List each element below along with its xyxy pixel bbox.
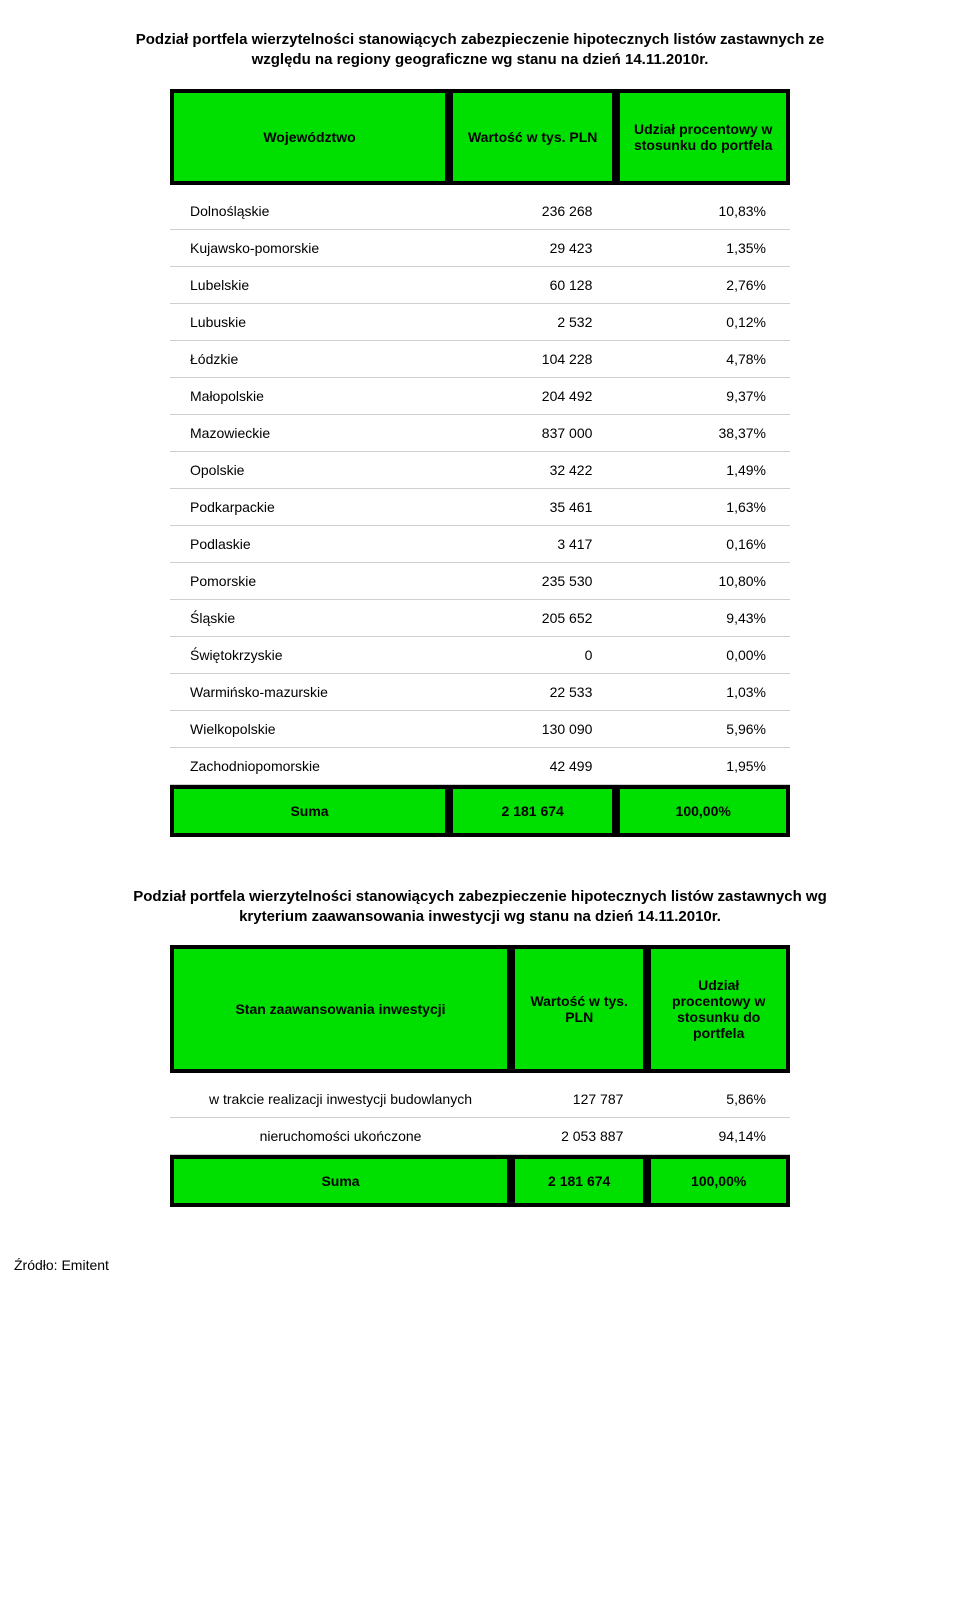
table2-header-stan: Stan zaawansowania inwestycji bbox=[170, 945, 511, 1073]
row-pct: 9,37% bbox=[616, 378, 790, 415]
table-row: Opolskie32 4221,49% bbox=[170, 452, 790, 489]
table-row: Podkarpackie35 4611,63% bbox=[170, 489, 790, 526]
row-pct: 0,16% bbox=[616, 526, 790, 563]
row-label: Zachodniopomorskie bbox=[170, 748, 449, 785]
row-label: Mazowieckie bbox=[170, 415, 449, 452]
table-row: Pomorskie235 53010,80% bbox=[170, 563, 790, 600]
row-pct: 1,03% bbox=[616, 674, 790, 711]
table1-title: Podział portfela wierzytelności stanowią… bbox=[120, 30, 840, 71]
table2-footer-row: Suma 2 181 674 100,00% bbox=[170, 1155, 790, 1207]
row-value: 2 053 887 bbox=[511, 1118, 647, 1155]
row-pct: 0,00% bbox=[616, 637, 790, 674]
table1-header-udzial: Udział procentowy w stosunku do portfela bbox=[616, 89, 790, 185]
table1-footer-label: Suma bbox=[170, 785, 449, 837]
row-value: 205 652 bbox=[449, 600, 616, 637]
row-pct: 1,95% bbox=[616, 748, 790, 785]
table-row: Lubuskie2 5320,12% bbox=[170, 304, 790, 341]
row-value: 32 422 bbox=[449, 452, 616, 489]
row-label: Warmińsko-mazurskie bbox=[170, 674, 449, 711]
table-row: nieruchomości ukończone2 053 88794,14% bbox=[170, 1118, 790, 1155]
row-label: w trakcie realizacji inwestycji budowlan… bbox=[170, 1073, 511, 1118]
table-row: Kujawsko-pomorskie29 4231,35% bbox=[170, 230, 790, 267]
table1-footer-row: Suma 2 181 674 100,00% bbox=[170, 785, 790, 837]
row-label: Kujawsko-pomorskie bbox=[170, 230, 449, 267]
table2: Stan zaawansowania inwestycji Wartość w … bbox=[170, 945, 790, 1207]
row-pct: 1,49% bbox=[616, 452, 790, 489]
row-label: Opolskie bbox=[170, 452, 449, 489]
table2-footer-pct: 100,00% bbox=[647, 1155, 790, 1207]
table-row: Świętokrzyskie00,00% bbox=[170, 637, 790, 674]
row-value: 42 499 bbox=[449, 748, 616, 785]
table2-footer-value: 2 181 674 bbox=[511, 1155, 647, 1207]
table1-header-wartosc: Wartość w tys. PLN bbox=[449, 89, 616, 185]
table2-footer-label: Suma bbox=[170, 1155, 511, 1207]
row-pct: 4,78% bbox=[616, 341, 790, 378]
row-pct: 5,86% bbox=[647, 1073, 790, 1118]
row-pct: 1,63% bbox=[616, 489, 790, 526]
table1-header-wojewodztwo: Województwo bbox=[170, 89, 449, 185]
row-pct: 10,80% bbox=[616, 563, 790, 600]
table-row: w trakcie realizacji inwestycji budowlan… bbox=[170, 1073, 790, 1118]
row-label: nieruchomości ukończone bbox=[170, 1118, 511, 1155]
table1-footer-pct: 100,00% bbox=[616, 785, 790, 837]
table-row: Małopolskie204 4929,37% bbox=[170, 378, 790, 415]
table-row: Śląskie205 6529,43% bbox=[170, 600, 790, 637]
row-value: 35 461 bbox=[449, 489, 616, 526]
row-value: 22 533 bbox=[449, 674, 616, 711]
row-label: Świętokrzyskie bbox=[170, 637, 449, 674]
row-pct: 38,37% bbox=[616, 415, 790, 452]
row-label: Śląskie bbox=[170, 600, 449, 637]
row-label: Dolnośląskie bbox=[170, 185, 449, 230]
row-label: Lubelskie bbox=[170, 267, 449, 304]
row-value: 2 532 bbox=[449, 304, 616, 341]
row-pct: 0,12% bbox=[616, 304, 790, 341]
row-pct: 5,96% bbox=[616, 711, 790, 748]
table2-title: Podział portfela wierzytelności stanowią… bbox=[120, 887, 840, 928]
table-row: Warmińsko-mazurskie22 5331,03% bbox=[170, 674, 790, 711]
table-row: Zachodniopomorskie42 4991,95% bbox=[170, 748, 790, 785]
source-label: Źródło: Emitent bbox=[0, 1257, 960, 1273]
row-pct: 9,43% bbox=[616, 600, 790, 637]
table-row: Wielkopolskie130 0905,96% bbox=[170, 711, 790, 748]
table-row: Łódzkie104 2284,78% bbox=[170, 341, 790, 378]
row-value: 236 268 bbox=[449, 185, 616, 230]
table2-header-row: Stan zaawansowania inwestycji Wartość w … bbox=[170, 945, 790, 1073]
table-row: Mazowieckie837 00038,37% bbox=[170, 415, 790, 452]
table2-header-udzial: Udział procentowy w stosunku do portfela bbox=[647, 945, 790, 1073]
row-value: 29 423 bbox=[449, 230, 616, 267]
row-label: Pomorskie bbox=[170, 563, 449, 600]
row-label: Małopolskie bbox=[170, 378, 449, 415]
table1-footer-value: 2 181 674 bbox=[449, 785, 616, 837]
table-row: Lubelskie60 1282,76% bbox=[170, 267, 790, 304]
table-row: Dolnośląskie236 26810,83% bbox=[170, 185, 790, 230]
row-value: 60 128 bbox=[449, 267, 616, 304]
row-value: 235 530 bbox=[449, 563, 616, 600]
row-value: 204 492 bbox=[449, 378, 616, 415]
row-pct: 1,35% bbox=[616, 230, 790, 267]
row-label: Podkarpackie bbox=[170, 489, 449, 526]
table-row: Podlaskie3 4170,16% bbox=[170, 526, 790, 563]
row-pct: 94,14% bbox=[647, 1118, 790, 1155]
row-value: 0 bbox=[449, 637, 616, 674]
row-value: 130 090 bbox=[449, 711, 616, 748]
table1: Województwo Wartość w tys. PLN Udział pr… bbox=[170, 89, 790, 837]
row-pct: 2,76% bbox=[616, 267, 790, 304]
row-value: 837 000 bbox=[449, 415, 616, 452]
table1-header-row: Województwo Wartość w tys. PLN Udział pr… bbox=[170, 89, 790, 185]
row-value: 3 417 bbox=[449, 526, 616, 563]
row-label: Lubuskie bbox=[170, 304, 449, 341]
row-pct: 10,83% bbox=[616, 185, 790, 230]
row-label: Podlaskie bbox=[170, 526, 449, 563]
row-label: Łódzkie bbox=[170, 341, 449, 378]
table2-header-wartosc: Wartość w tys. PLN bbox=[511, 945, 647, 1073]
row-value: 127 787 bbox=[511, 1073, 647, 1118]
row-label: Wielkopolskie bbox=[170, 711, 449, 748]
row-value: 104 228 bbox=[449, 341, 616, 378]
